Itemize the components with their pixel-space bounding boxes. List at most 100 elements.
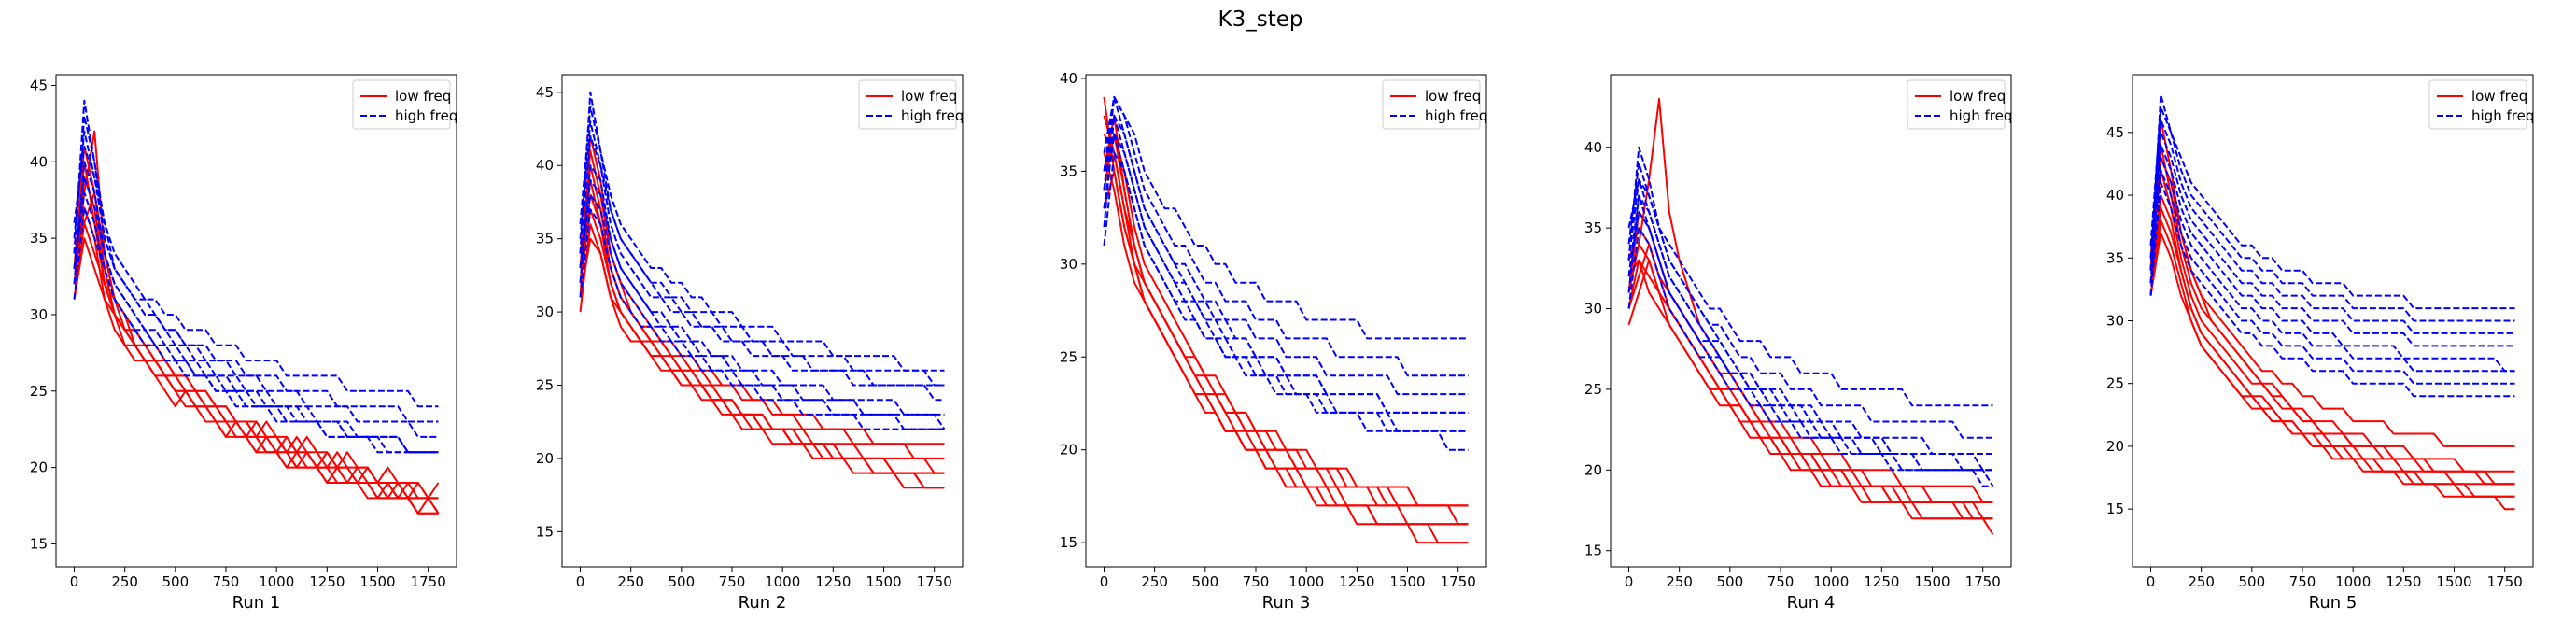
x-tick-label: 1750 [1965,573,2001,590]
x-tick-label: 1500 [1389,573,1425,590]
x-tick-label: 1750 [411,573,446,590]
x-tick-label: 500 [162,573,190,590]
x-axis-label: Run 2 [739,593,787,613]
y-tick-label: 15 [536,523,554,540]
high-freq-line-13 [1103,95,1469,340]
subplots: 0 250 500 750 1000 1250 1500 175015202530354045… [30,70,2534,613]
x-tick-label: 250 [1666,573,1693,590]
x-tick-label: 750 [719,573,746,590]
y-tick-label: 25 [1584,381,1602,398]
high-freq-line-14 [2149,156,2515,373]
x-tick-label: 250 [1141,573,1168,590]
high-freq-line-12 [579,193,945,430]
y-tick-label: 25 [2106,375,2124,392]
x-tick-label: 1250 [309,573,345,590]
x-tick-label: 1750 [917,573,952,590]
high-freq-line-9 [579,91,945,387]
y-tick-label: 30 [536,303,554,320]
y-tick-label: 35 [30,230,48,247]
legend-box [2428,79,2527,130]
x-tick-label: 1250 [815,573,851,590]
y-tick-label: 15 [2106,501,2124,517]
high-freq-line-11 [1627,162,1993,439]
x-tick-label: 1500 [1914,573,1950,590]
subplot-run-3: 0 250 500 750 1000 1250 1500 1750 15 20 25 30 35 40 Ru… [1060,70,1487,613]
high-freq-line-11 [73,130,439,438]
x-tick-label: 0 [1100,573,1109,590]
legend: low freq high freq [1382,79,1487,130]
high-freq-line-16 [1627,194,1993,472]
x-tick-label: 500 [1192,573,1219,590]
y-tick-label: 45 [536,84,554,101]
x-tick-label: 0 [2147,573,2156,590]
legend-label-high: high freq [1425,107,1487,124]
x-tick-label: 1750 [2487,573,2523,590]
legend: low freq high freq [858,79,964,130]
low-freq-line-8 [2149,232,2515,498]
y-tick-label: 45 [2106,124,2124,141]
series-lines [2149,93,2515,511]
y-tick-label: 35 [1584,219,1602,236]
subplot-run-1: 0 250 500 750 1000 1250 1500 1750 15 20 25 30 35 40 45… [30,74,457,613]
y-tick-label: 20 [30,459,48,476]
y-tick-label: 20 [1584,461,1602,478]
low-freq-line-8 [73,221,440,515]
y-tick-label: 35 [2106,249,2124,266]
y-tick-label: 35 [1060,162,1077,179]
y-tick-label: 25 [536,377,554,394]
y-tick-label: 40 [536,157,554,174]
x-axis-label: Run 5 [2309,593,2358,613]
legend-label-high: high freq [1950,107,2012,124]
legend-box [1382,79,1481,130]
axes-frame [1085,74,1487,568]
y-tick-label: 20 [1060,442,1077,459]
x-tick-label: 750 [1243,573,1270,590]
high-freq-line-9 [2149,93,2515,322]
legend-box [858,79,957,130]
x-tick-label: 250 [2188,573,2215,590]
high-freq-line-13 [2149,131,2515,347]
x-tick-label: 0 [70,573,79,590]
y-tick-label: 15 [30,535,48,552]
series-lines [1103,95,1469,544]
high-freq-line-16 [1103,133,1469,414]
high-freq-line-13 [579,106,945,372]
y-tick-label: 25 [1060,348,1077,365]
legend-label-low: low freq [1425,88,1481,105]
y-tick-label: 20 [2106,438,2124,455]
figure-title: K3_step [1218,7,1303,32]
high-freq-line-16 [579,178,946,430]
x-tick-label: 250 [111,573,138,590]
low-freq-line-3 [2149,144,2515,473]
y-tick-label: 30 [30,306,48,323]
legend-label-high: high freq [395,107,457,124]
high-freq-line-13 [1627,178,1993,407]
y-tick-label: 30 [1584,301,1602,318]
legend: low freq high freq [2428,79,2534,130]
high-freq-line-11 [2149,119,2515,334]
x-tick-label: 1500 [2436,573,2471,590]
x-tick-label: 1500 [359,573,395,590]
low-freq-line-8 [1103,133,1469,507]
x-tick-label: 500 [2239,573,2266,590]
x-tick-label: 1000 [1813,573,1849,590]
subplot-run-2: 0 250 500 750 1000 1250 1500 1750 15 20 25 30 35 40 45… [536,74,964,613]
y-tick-label: 40 [1060,70,1077,87]
y-tick-label: 15 [1060,534,1077,551]
x-axis-label: Run 3 [1262,593,1311,613]
x-tick-label: 0 [1625,573,1634,590]
x-tick-label: 250 [617,573,644,590]
x-tick-label: 1250 [1339,573,1374,590]
legend: low freq high freq [1907,79,2012,130]
high-freq-line-13 [73,145,439,423]
x-tick-label: 1000 [259,573,294,590]
series-lines [73,99,440,515]
legend-label-low: low freq [901,88,957,105]
subplot-run-5: 0 250 500 750 1000 1250 1500 1750 15 20 25 30 35 40 45… [2106,74,2534,613]
high-freq-line-12 [2149,169,2515,385]
subplot-run-4: 0 250 500 750 1000 1250 1500 1750 15 20 25 30 35 40 Ru… [1584,74,2012,613]
high-freq-line-14 [579,208,945,430]
x-tick-label: 0 [576,573,585,590]
y-tick-label: 45 [30,77,48,93]
